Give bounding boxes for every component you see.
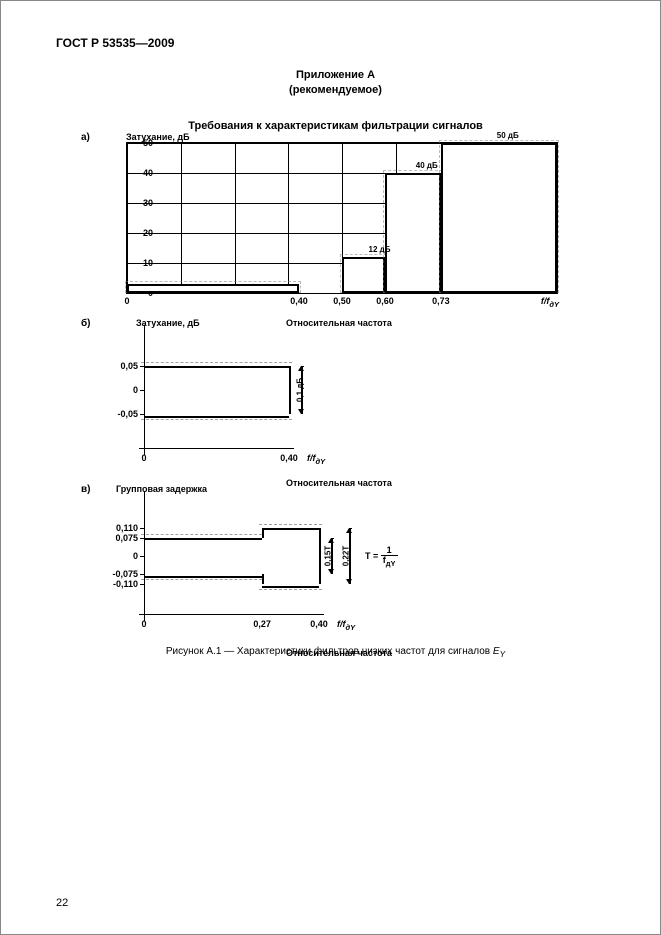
chart-a-xtick: 0,40	[290, 296, 308, 306]
chart-a-ytick: 50	[129, 138, 153, 148]
chart-c-dash	[141, 534, 262, 580]
chart-a-gridline	[235, 143, 236, 293]
chart-b-xlabel: f/fдY	[307, 453, 325, 466]
chart-b-xaxis	[139, 448, 294, 449]
chart-c-xtick: 0,40	[310, 619, 328, 629]
chart-b-rightedge	[289, 366, 291, 414]
section-title: Требования к характеристикам фильтрации …	[56, 120, 615, 132]
chart-b-dim-arrow	[298, 366, 304, 371]
chart-b-band-dash	[141, 362, 292, 420]
chart-c: в) Групповая задержка 0,1100,0750-0,075-…	[96, 496, 396, 616]
chart-b-relfreq-top: Относительная частота	[286, 318, 392, 328]
chart-a-ytick: 30	[129, 198, 153, 208]
chart-a-step	[441, 143, 557, 293]
chart-b-dim-arrow	[298, 409, 304, 414]
chart-a-annot: 40 дБ	[416, 161, 438, 170]
dim-arrow	[328, 538, 334, 543]
chart-a-annot: 50 дБ	[497, 131, 519, 140]
chart-a-gridline	[127, 293, 557, 294]
chart-c-label: в)	[81, 484, 90, 495]
chart-a-xtick: 0,73	[432, 296, 450, 306]
chart-c-ytick: -0,110	[113, 579, 138, 589]
chart-a-xtick: 0,60	[376, 296, 394, 306]
tick	[140, 366, 144, 367]
annex-heading: Приложение А (рекомендуемое)	[56, 68, 615, 98]
chart-a-annot: 12 дБ	[369, 245, 391, 254]
chart-c-xlabel: f/fдY	[337, 619, 355, 632]
chart-c-dash	[259, 524, 322, 590]
chart-b-relfreq-bot: Относительная частота	[286, 478, 392, 488]
chart-c-ytick: 0,075	[115, 533, 138, 543]
chart-c-ytitle: Групповая задержка	[116, 484, 207, 494]
chart-a-gridline	[127, 143, 128, 293]
chart-c-relfreq-bot: Относительная частота	[286, 648, 392, 658]
dim-arrow	[328, 569, 334, 574]
caption-sym: E	[493, 646, 500, 657]
chart-b-dim-label: 0,1 дБ	[296, 378, 305, 402]
chart-b-ytick: 0,05	[120, 361, 138, 371]
chart-b-xtick: 0	[141, 453, 146, 463]
tick	[140, 584, 144, 585]
chart-a-step	[385, 173, 441, 293]
tick	[140, 556, 144, 557]
tick	[140, 390, 144, 391]
chart-b-xtick: 0,40	[280, 453, 298, 463]
chart-c-xtick: 0,27	[253, 619, 271, 629]
dim-arrow	[346, 579, 352, 584]
tick	[140, 574, 144, 575]
chart-a-gridline	[288, 143, 289, 293]
chart-b-ytick: -0,05	[117, 409, 138, 419]
dim-arrow	[346, 528, 352, 533]
chart-a-step	[127, 284, 299, 293]
chart-a-gridline	[181, 143, 182, 293]
chart-a: а) Затухание, дБ 0102030405000,400,500,6…	[96, 142, 566, 294]
chart-b: б) Затухание, дБ Относительная частота 0…	[96, 330, 396, 450]
annex-line2: (рекомендуемое)	[289, 84, 382, 96]
tick	[140, 538, 144, 539]
chart-b-ytick: 0	[133, 385, 138, 395]
page: ГОСТ Р 53535—2009 Приложение А (рекоменд…	[0, 0, 661, 935]
chart-c-xaxis	[139, 614, 324, 615]
chart-c-ytick: 0	[133, 551, 138, 561]
chart-a-ytick: 10	[129, 258, 153, 268]
page-number: 22	[56, 897, 68, 909]
chart-a-xtick: 0,50	[333, 296, 351, 306]
chart-b-ytitle: Затухание, дБ	[136, 318, 200, 328]
annex-line1: Приложение А	[296, 69, 375, 81]
chart-a-label: а)	[81, 132, 90, 143]
chart-a-step	[342, 257, 385, 293]
chart-a-ytick: 20	[129, 228, 153, 238]
caption-sub: Y	[500, 649, 506, 659]
tick	[140, 528, 144, 529]
chart-c-equation: T = 1fдY	[365, 546, 398, 567]
chart-b-label: б)	[81, 318, 91, 329]
doc-id: ГОСТ Р 53535—2009	[56, 36, 615, 50]
chart-a-xlabel: f/fдY	[541, 296, 559, 309]
chart-c-dim-label: 0,22T	[342, 545, 351, 565]
tick	[140, 414, 144, 415]
chart-c-dim-label: 0,15T	[324, 545, 333, 565]
chart-a-xtick: 0	[124, 296, 129, 306]
chart-a-ytick: 40	[129, 168, 153, 178]
chart-c-xtick: 0	[141, 619, 146, 629]
chart-c-ytick: 0,110	[116, 523, 138, 533]
chart-c-dim: 0,22T	[349, 528, 351, 584]
chart-c-ytick: -0,075	[112, 569, 138, 579]
chart-b-dim: 0,1 дБ	[301, 366, 303, 414]
